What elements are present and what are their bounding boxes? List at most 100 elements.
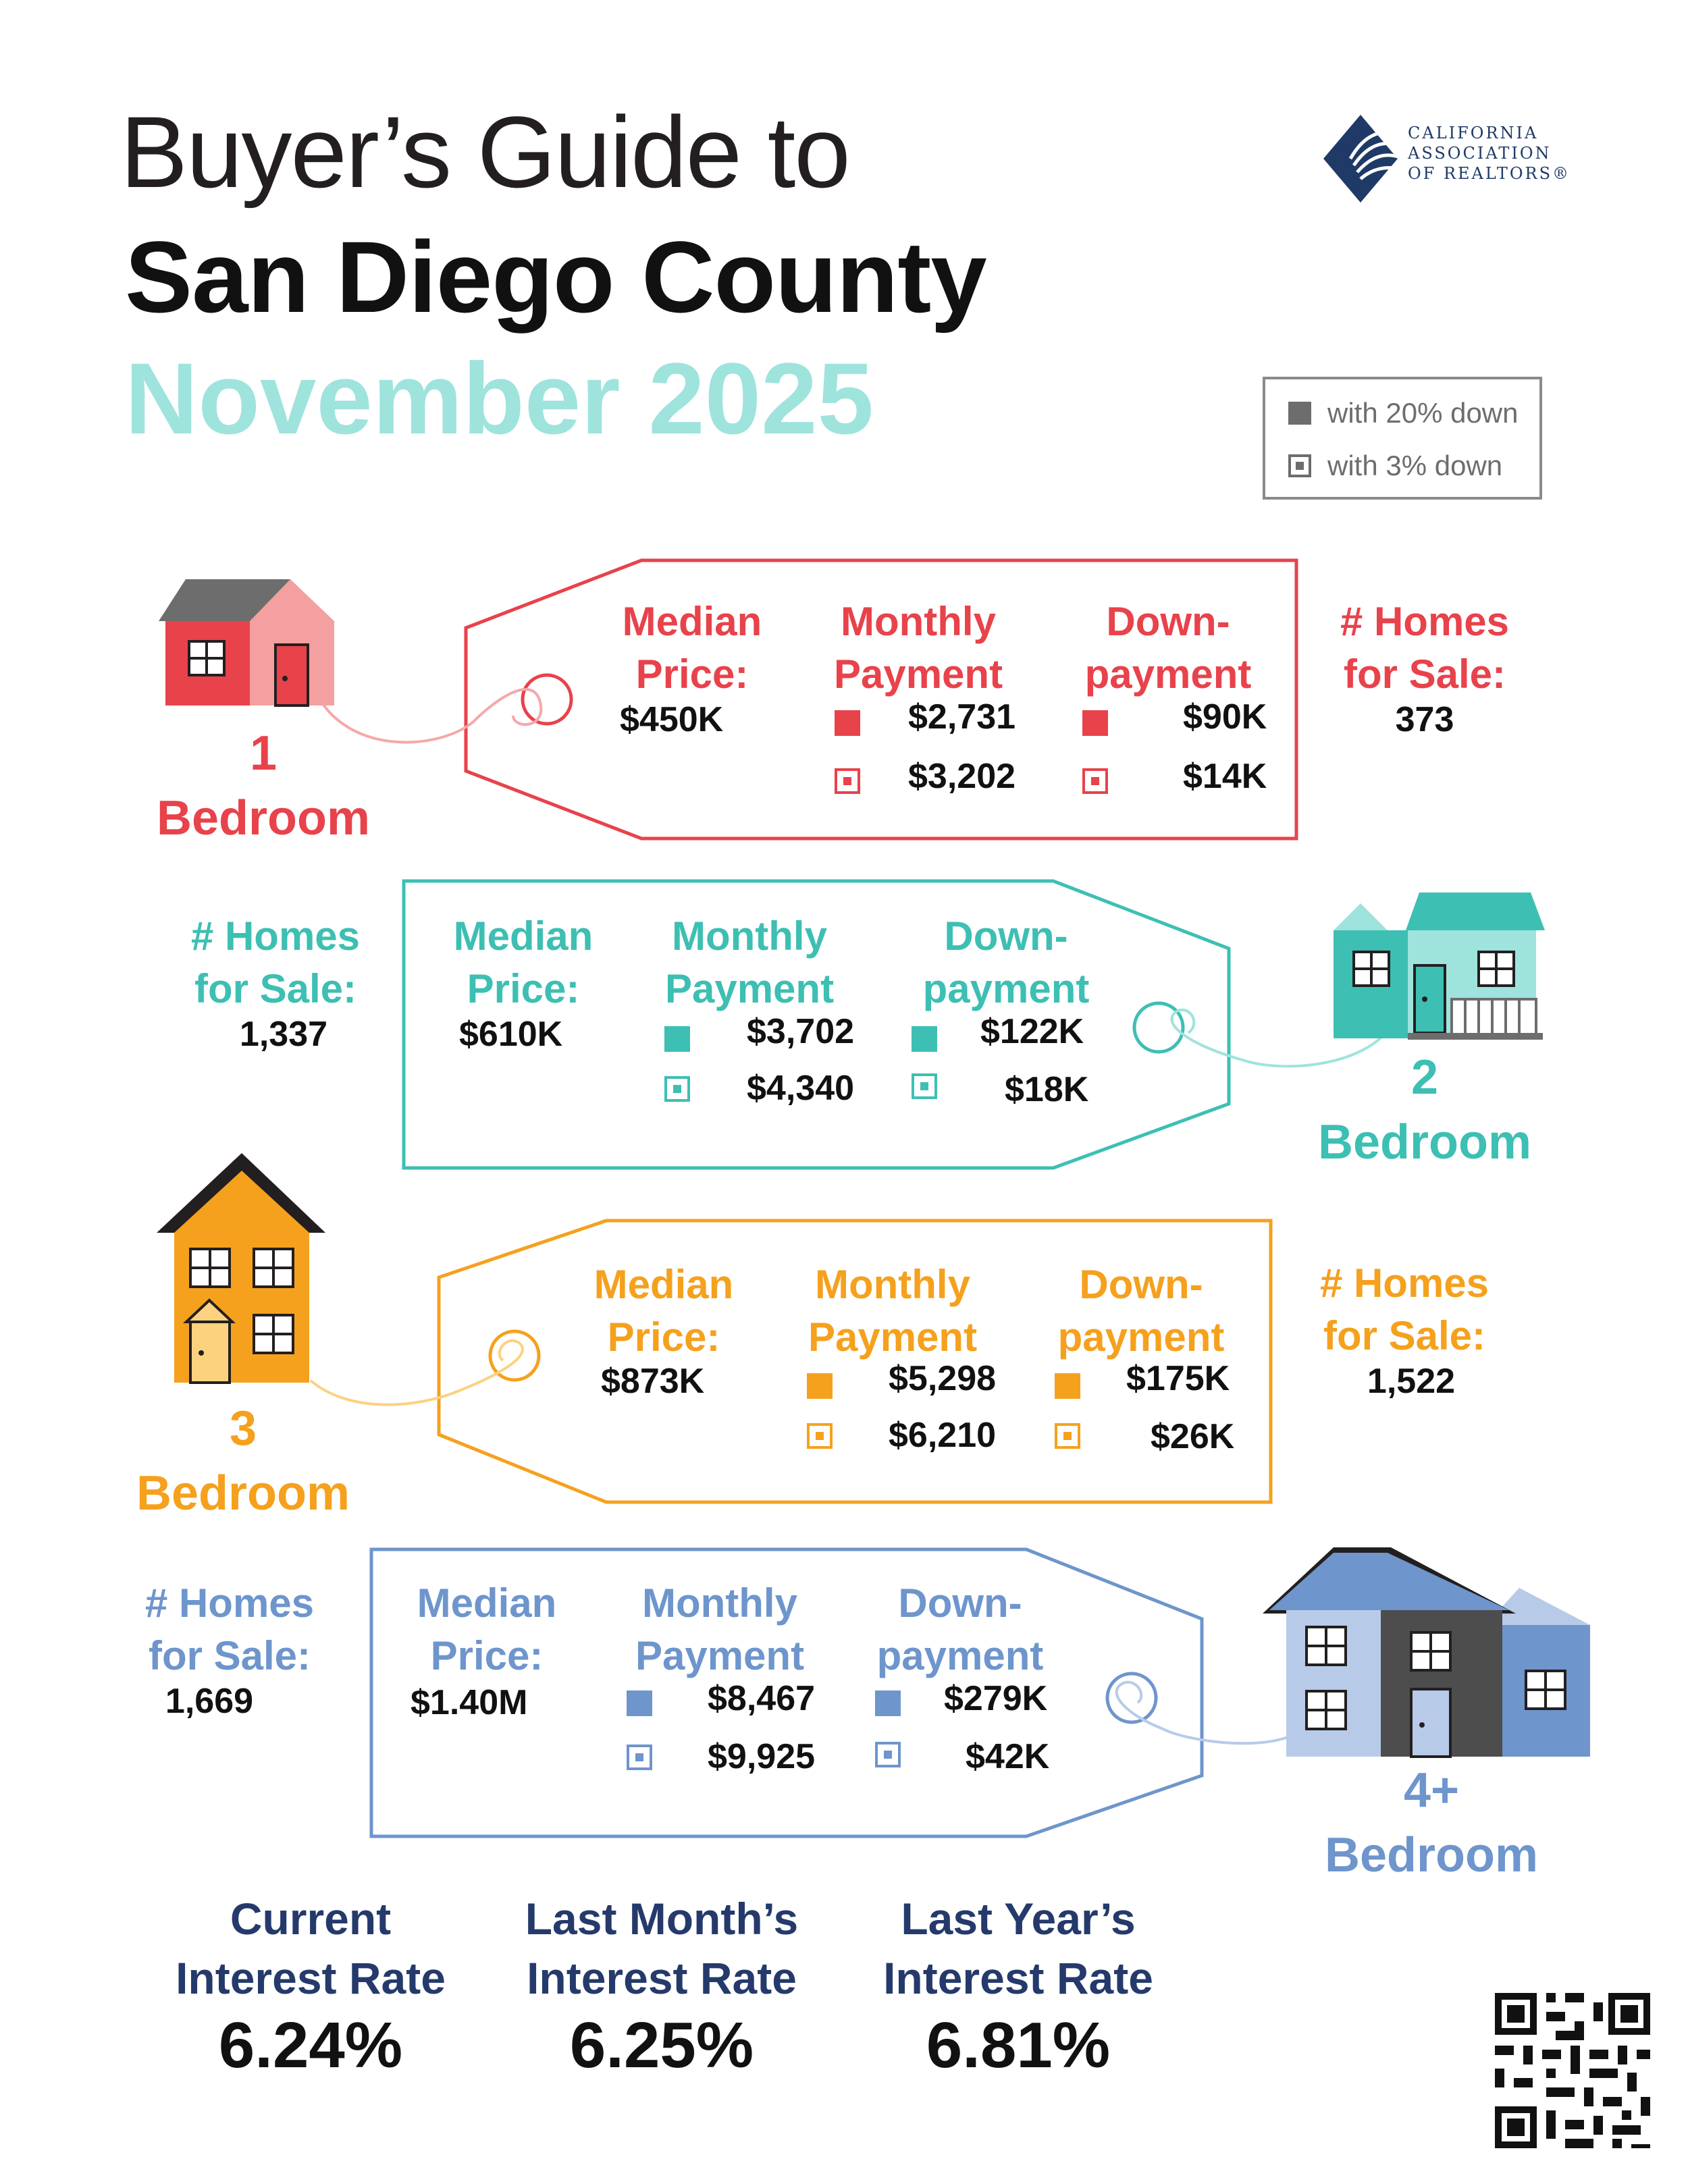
homes-header-line-1: # Homes — [190, 913, 361, 959]
homes-header-line-1: # Homes — [144, 1580, 315, 1626]
median-header-line-1: Median — [622, 599, 762, 644]
monthly-header-line-1: Monthly — [815, 1262, 970, 1307]
down-header-line-1: Down- — [1079, 1262, 1203, 1307]
last-month-rate-label: Last Month’s Interest Rate — [500, 1889, 824, 2008]
car-logo-icon — [1323, 115, 1398, 203]
car-logo: CALIFORNIA ASSOCIATION OF REALTORS® — [1323, 108, 1568, 209]
house-4-bedroom-icon — [1263, 1547, 1590, 1758]
tier-2-count: 2 — [1410, 1050, 1439, 1104]
tier-1-homes-header: # Homes for Sale: — [1323, 595, 1526, 701]
tier-2-median-value: $610K — [459, 1015, 563, 1054]
qr-code-icon — [1492, 1990, 1653, 2151]
tier-1-median-value: $450K — [620, 700, 724, 739]
monthly-header-line-1: Monthly — [672, 913, 827, 959]
tier-2-monthly-20: $3,702 — [747, 1012, 855, 1051]
homes-header-line-1: # Homes — [1319, 1260, 1489, 1306]
tier-3-median-header: Median Price: — [573, 1258, 755, 1364]
tier-4-bedroom-label: 4+ Bedroom — [1303, 1758, 1560, 1888]
down-header-line-1: Down- — [944, 913, 1068, 959]
tag-string-4 — [1115, 1680, 1290, 1745]
title-line-3: November 2025 — [125, 342, 874, 455]
tier-4-homes-value: 1,669 — [165, 1682, 254, 1721]
down-header-line-2: payment — [876, 1633, 1044, 1678]
current-rate-label-line-1: Current — [230, 1894, 392, 1944]
tier-3-homes-header: # Homes for Sale: — [1303, 1257, 1506, 1362]
legend-solid-label: with 20% down — [1327, 397, 1519, 429]
tier-4-monthly-3: $9,925 — [708, 1737, 816, 1776]
tier-4-monthly-20: $8,467 — [708, 1679, 816, 1718]
solid-square-icon — [627, 1690, 652, 1716]
tier-2-homes-value: 1,337 — [239, 1015, 328, 1054]
tier-2-median-header: Median Price: — [432, 910, 614, 1015]
tier-1-monthly-header: Monthly Payment — [810, 595, 1026, 701]
tag-2-bedroom — [402, 879, 1231, 1170]
tag-1-bedroom — [464, 558, 1298, 841]
tier-1-bedroom-label: 1 Bedroom — [135, 721, 392, 851]
hollow-square-icon — [912, 1073, 937, 1099]
tier-2-monthly-3: $4,340 — [747, 1069, 855, 1108]
solid-square-icon — [1055, 1373, 1080, 1399]
monthly-header-line-1: Monthly — [642, 1580, 797, 1626]
tier-1-monthly-20: $2,731 — [908, 697, 1016, 737]
logo-line-3: OF REALTORS® — [1408, 164, 1571, 183]
tag-string-2 — [1170, 1008, 1392, 1068]
tier-2-down-header: Down- payment — [898, 910, 1114, 1015]
logo-line-2: ASSOCIATION — [1408, 144, 1552, 163]
median-header-line-2: Price: — [607, 1314, 720, 1360]
solid-square-icon — [664, 1026, 690, 1052]
tier-4-down-20: $279K — [944, 1679, 1048, 1718]
hollow-square-icon — [807, 1423, 833, 1449]
homes-header-line-2: for Sale: — [194, 966, 357, 1011]
median-header-line-1: Median — [453, 913, 594, 959]
tier-3-monthly-20: $5,298 — [889, 1359, 997, 1398]
last-year-rate-value: 6.81% — [926, 2009, 1111, 2081]
monthly-header-line-1: Monthly — [841, 599, 996, 644]
tier-2-down-20: $122K — [980, 1012, 1084, 1051]
tier-3-bedroom-label: 3 Bedroom — [115, 1396, 371, 1526]
hollow-square-icon — [627, 1744, 652, 1770]
current-rate-label: Current Interest Rate — [149, 1889, 473, 2008]
homes-header-line-2: for Sale: — [1323, 1313, 1486, 1358]
tier-2-homes-header: # Homes for Sale: — [174, 910, 377, 1015]
down-header-line-2: payment — [922, 966, 1090, 1011]
last-year-rate-label-line-2: Interest Rate — [883, 1953, 1153, 2003]
last-year-rate-label: Last Year’s Interest Rate — [856, 1889, 1180, 2008]
tier-4-monthly-header: Monthly Payment — [612, 1577, 828, 1682]
solid-square-icon — [875, 1690, 901, 1716]
homes-header-line-2: for Sale: — [148, 1633, 311, 1678]
tag-string-1 — [316, 688, 543, 744]
tier-1-down-header: Down- payment — [1060, 595, 1276, 701]
house-1-bedroom-icon — [159, 579, 334, 707]
tier-3-count: 3 — [229, 1402, 257, 1456]
tier-1-count: 1 — [249, 726, 278, 780]
house-2-bedroom-icon — [1334, 893, 1545, 1040]
tier-1-down-20: $90K — [1183, 697, 1267, 737]
current-rate-label-line-2: Interest Rate — [176, 1953, 446, 2003]
tier-2-down-3: $18K — [1005, 1070, 1089, 1109]
down-header-line-2: payment — [1057, 1314, 1225, 1360]
tier-4-count: 4+ — [1403, 1763, 1460, 1817]
hollow-square-icon — [835, 768, 860, 794]
tag-string-3 — [309, 1339, 524, 1406]
tier-4-bedroom-word: Bedroom — [1324, 1828, 1539, 1882]
solid-square-icon — [1082, 710, 1108, 736]
current-rate-value: 6.24% — [218, 2009, 403, 2081]
down-header-line-2: payment — [1084, 651, 1252, 697]
tier-4-down-3: $42K — [966, 1737, 1050, 1776]
hollow-square-icon — [1288, 454, 1311, 477]
logo-line-1: CALIFORNIA — [1408, 124, 1539, 142]
median-header-line-1: Median — [417, 1580, 557, 1626]
hollow-square-icon — [664, 1076, 690, 1102]
solid-square-icon — [1288, 402, 1311, 425]
last-month-rate-label-line-2: Interest Rate — [527, 1953, 797, 2003]
title-line-1: Buyer’s Guide to — [120, 95, 851, 209]
hollow-square-icon — [1082, 768, 1108, 794]
homes-header-line-2: for Sale: — [1343, 651, 1506, 697]
tier-4-median-header: Median Price: — [396, 1577, 578, 1682]
house-3-bedroom-icon — [157, 1153, 325, 1384]
tier-1-down-3: $14K — [1183, 757, 1267, 796]
legend-solid-row: with 20% down — [1288, 397, 1519, 429]
tier-3-monthly-header: Monthly Payment — [785, 1258, 1001, 1364]
tier-3-down-20: $175K — [1126, 1359, 1230, 1398]
